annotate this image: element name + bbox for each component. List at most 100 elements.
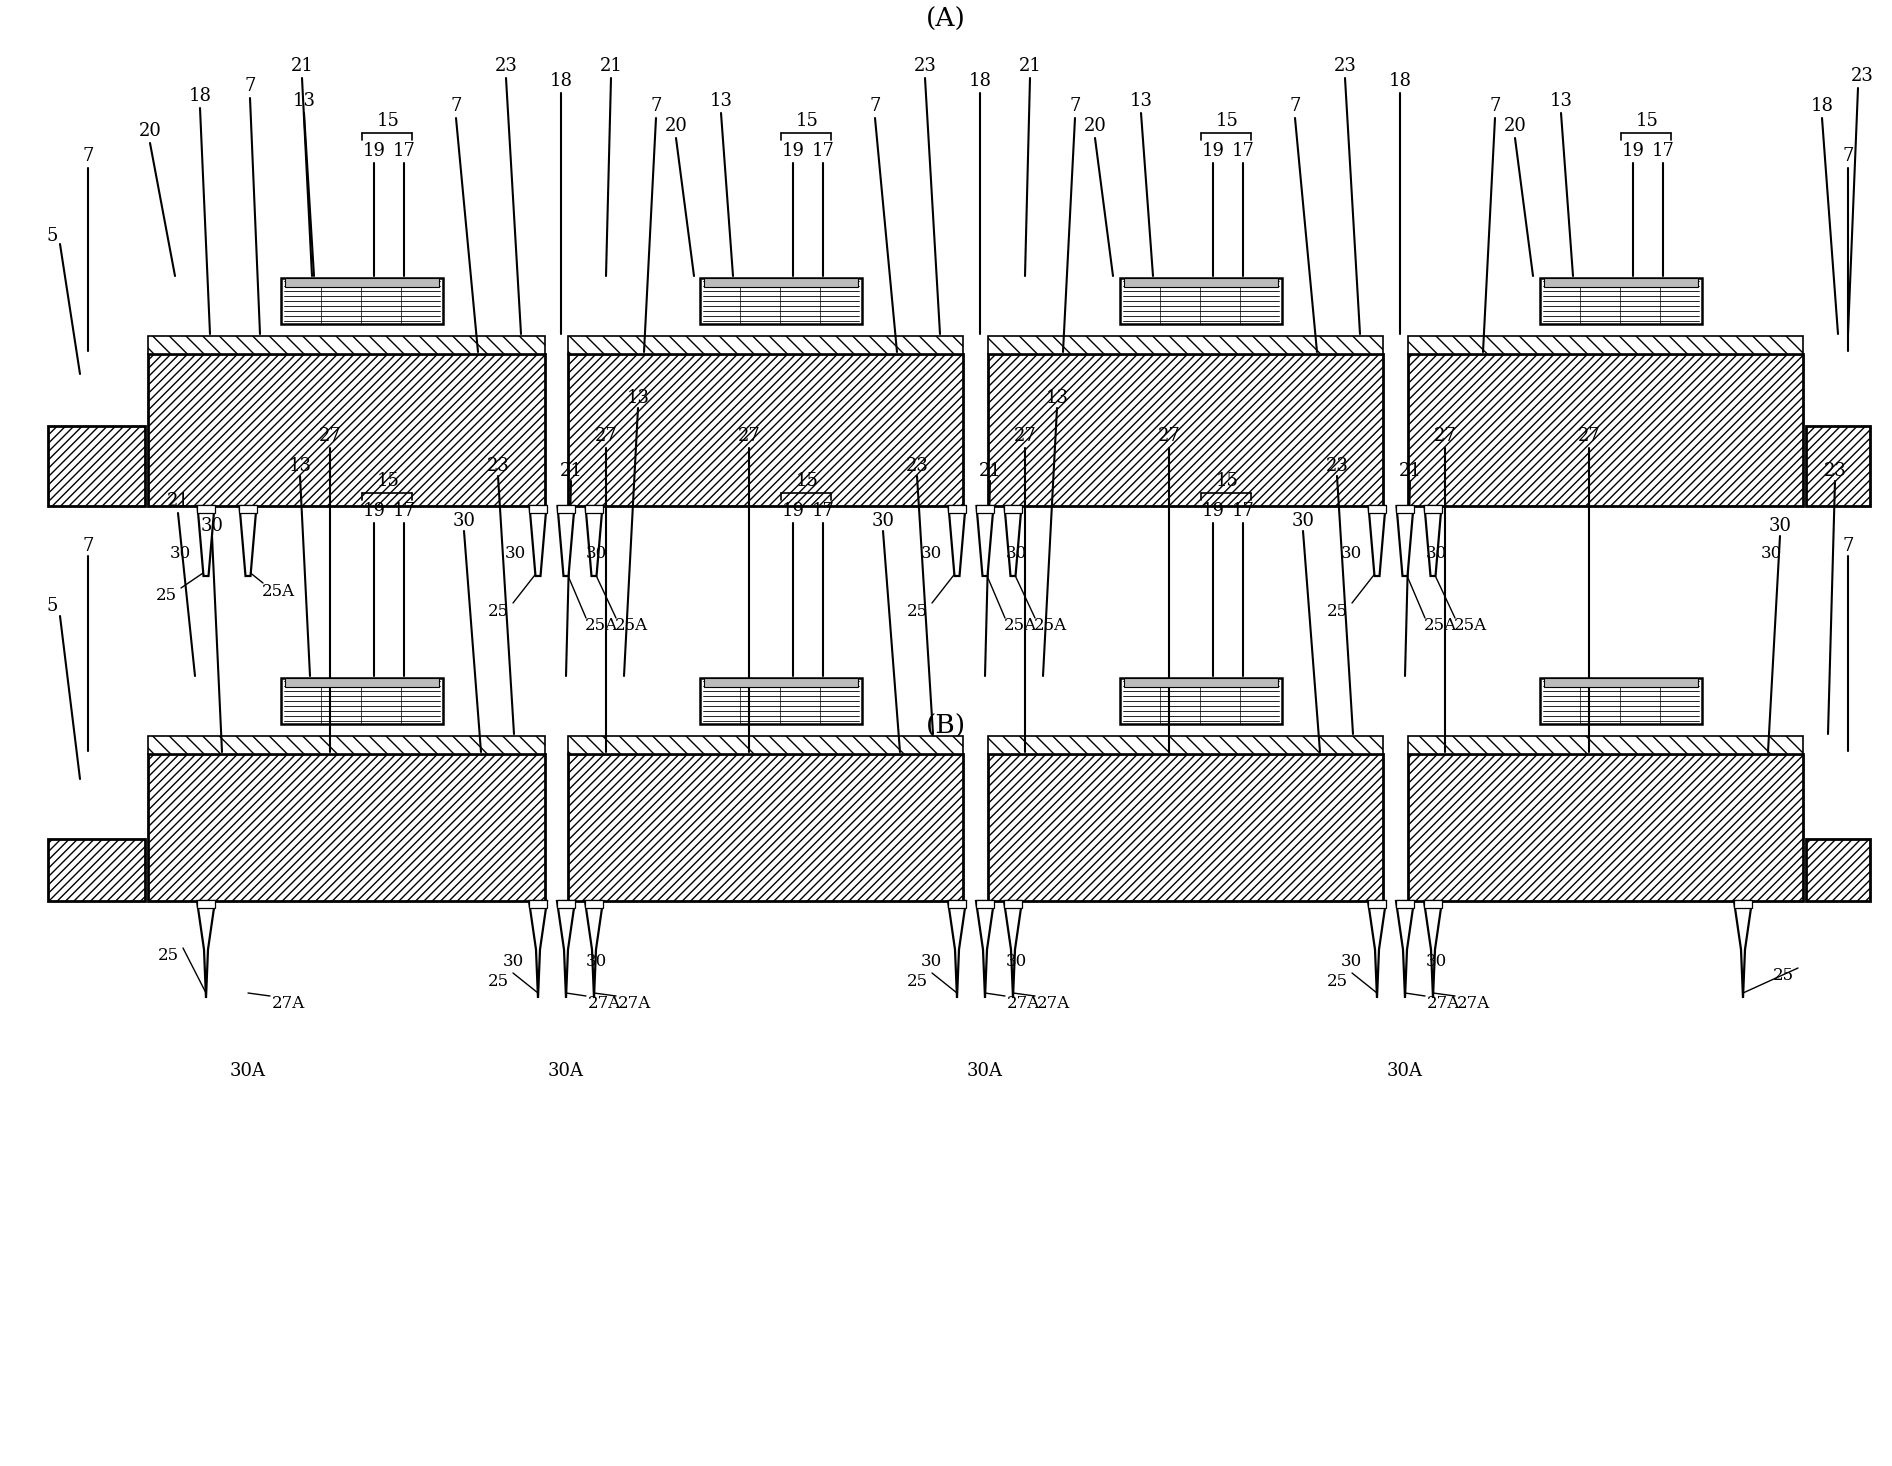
Text: 27A: 27A (271, 995, 305, 1013)
Bar (988, 736, 1383, 754)
Text: 7: 7 (1489, 97, 1500, 114)
Text: 13: 13 (293, 92, 316, 110)
Text: 13: 13 (288, 457, 312, 475)
Polygon shape (1425, 506, 1442, 576)
Polygon shape (197, 506, 214, 576)
Bar (700, 279, 863, 324)
Text: 25: 25 (157, 947, 178, 965)
Bar (1544, 279, 1697, 287)
Text: 27A: 27A (1037, 995, 1069, 1013)
Bar (1540, 677, 1703, 724)
Text: 30: 30 (1005, 953, 1027, 969)
Text: 30: 30 (920, 544, 942, 561)
Polygon shape (976, 506, 993, 576)
Bar (148, 353, 545, 506)
Text: 7: 7 (1843, 147, 1854, 166)
Bar (556, 504, 575, 513)
Text: 17: 17 (1232, 501, 1254, 520)
Bar (1425, 504, 1442, 513)
Text: 7: 7 (244, 78, 255, 95)
Text: 15: 15 (1215, 472, 1239, 490)
Bar (704, 677, 857, 688)
Polygon shape (1396, 506, 1413, 576)
Text: 7: 7 (868, 97, 880, 114)
Text: 23: 23 (1334, 57, 1357, 75)
Text: 13: 13 (1046, 388, 1069, 408)
Text: 23: 23 (906, 457, 929, 475)
Bar (568, 736, 963, 754)
Text: 30A: 30A (549, 1061, 585, 1080)
Bar (988, 353, 1383, 506)
Text: 25A: 25A (1003, 617, 1037, 635)
Text: 30: 30 (1425, 953, 1447, 969)
Bar (530, 900, 547, 907)
Bar (976, 504, 993, 513)
Text: 27A: 27A (1427, 995, 1459, 1013)
Bar (148, 336, 545, 353)
Text: 25: 25 (488, 603, 509, 620)
Text: 21: 21 (1398, 462, 1421, 479)
Bar (282, 677, 443, 724)
Text: 27: 27 (738, 427, 761, 446)
Text: 13: 13 (626, 388, 649, 408)
Text: 30A: 30A (231, 1061, 267, 1080)
Text: 30A: 30A (967, 1061, 1003, 1080)
Polygon shape (1396, 902, 1413, 998)
Text: 30: 30 (1769, 517, 1792, 535)
Bar (282, 279, 443, 324)
Text: 27A: 27A (1007, 995, 1039, 1013)
Bar (976, 900, 993, 907)
Bar (1124, 677, 1277, 688)
Polygon shape (948, 902, 967, 998)
Bar (988, 754, 1383, 902)
Bar (1408, 754, 1803, 902)
Text: 21: 21 (1018, 57, 1041, 75)
Bar (47, 427, 146, 506)
Bar (948, 504, 967, 513)
Text: 21: 21 (560, 462, 583, 479)
Bar (47, 839, 146, 902)
Bar (1408, 353, 1803, 506)
Text: 21: 21 (978, 462, 1001, 479)
Polygon shape (240, 506, 257, 576)
Text: 17: 17 (392, 142, 416, 160)
Text: 23: 23 (914, 57, 937, 75)
Text: 27: 27 (1158, 427, 1181, 446)
Text: 27: 27 (1578, 427, 1601, 446)
Text: 18: 18 (1389, 72, 1411, 89)
Text: 19: 19 (781, 142, 804, 160)
Text: 25: 25 (155, 588, 176, 604)
Text: (A): (A) (925, 6, 967, 31)
Bar (1368, 900, 1387, 907)
Polygon shape (556, 902, 575, 998)
Text: 7: 7 (1069, 97, 1080, 114)
Text: 25: 25 (488, 972, 509, 990)
Polygon shape (1733, 902, 1752, 998)
Polygon shape (1005, 902, 1022, 998)
Bar (148, 754, 545, 902)
Text: 20: 20 (1084, 117, 1107, 135)
Bar (1396, 900, 1413, 907)
Text: (B): (B) (925, 714, 967, 739)
Text: 23: 23 (1326, 457, 1349, 475)
Bar (988, 336, 1383, 353)
Text: 27: 27 (1434, 427, 1457, 446)
Polygon shape (585, 902, 604, 998)
Text: 7: 7 (651, 97, 662, 114)
Text: 30: 30 (1340, 544, 1362, 561)
Bar (1425, 900, 1442, 907)
Text: 5: 5 (45, 227, 57, 245)
Bar (1540, 279, 1703, 324)
Bar (704, 279, 857, 287)
Text: 19: 19 (1621, 142, 1644, 160)
Text: 30: 30 (1340, 953, 1362, 969)
Polygon shape (558, 506, 575, 576)
Bar (568, 754, 963, 902)
Text: 20: 20 (138, 122, 161, 139)
Polygon shape (976, 902, 993, 998)
Text: 23: 23 (486, 457, 509, 475)
Bar (530, 504, 547, 513)
Text: 21: 21 (166, 493, 189, 510)
Text: 30: 30 (1005, 544, 1027, 561)
Bar (1120, 279, 1283, 324)
